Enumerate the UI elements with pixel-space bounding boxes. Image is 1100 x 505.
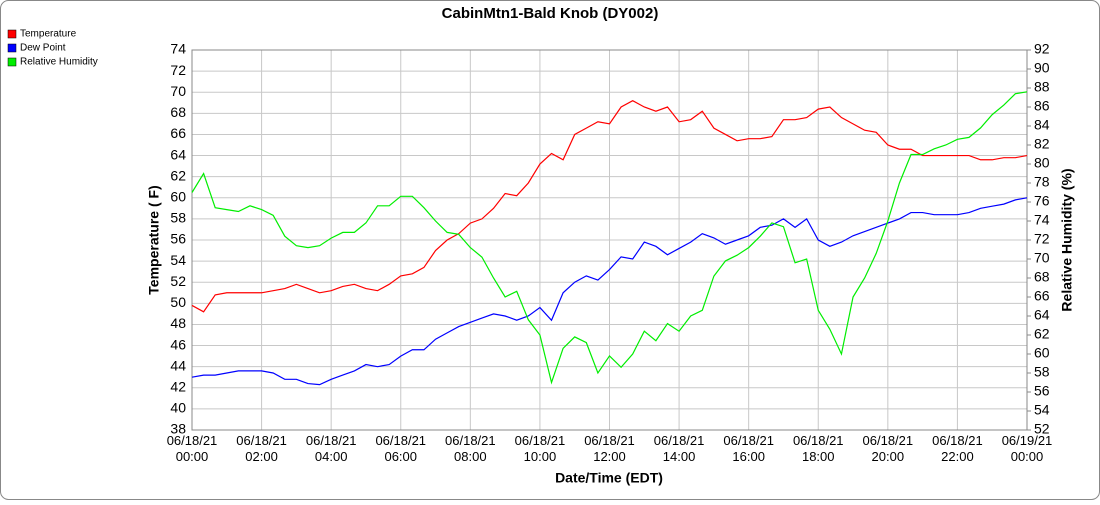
y2-tick-label: 62 [1034, 326, 1050, 342]
y2-tick-label: 90 [1034, 60, 1050, 76]
legend-label: Dew Point [20, 43, 66, 54]
y-axis-label: Temperature ( F) [146, 185, 162, 294]
x-tick-label: 06/18/21 00:00 [167, 433, 218, 464]
x-tick-label: 06/18/21 20:00 [863, 433, 914, 464]
y-tick-label: 64 [170, 146, 186, 162]
chart-title: CabinMtn1-Bald Knob (DY002) [442, 5, 659, 22]
x-tick-label: 06/18/21 04:00 [306, 433, 357, 464]
y2-tick-label: 76 [1034, 193, 1050, 209]
y2-tick-label: 88 [1034, 79, 1050, 95]
y-tick-label: 46 [170, 336, 186, 352]
y2-tick-label: 66 [1034, 288, 1050, 304]
y2-axis-label: Relative Humidity (%) [1059, 168, 1075, 311]
y2-tick-label: 78 [1034, 174, 1050, 190]
y2-tick-label: 56 [1034, 383, 1050, 399]
y2-tick-label: 64 [1034, 307, 1050, 323]
plot-border [191, 49, 1028, 431]
y2-tick-label: 80 [1034, 155, 1050, 171]
x-tick-label: 06/18/21 08:00 [445, 433, 496, 464]
legend-label: Temperature [20, 29, 77, 40]
y2-tick-label: 70 [1034, 250, 1050, 266]
y2-tick-label: 60 [1034, 345, 1050, 361]
y2-tick-label: 68 [1034, 269, 1050, 285]
series-line [191, 91, 1028, 385]
x-tick-label: 06/18/21 18:00 [793, 433, 844, 464]
legend-swatch [7, 43, 17, 53]
x-tick-label: 06/19/21 00:00 [1002, 433, 1053, 464]
y-tick-label: 38 [170, 421, 186, 437]
y2-tick-label: 84 [1034, 117, 1050, 133]
y2-tick-label: 58 [1034, 364, 1050, 380]
y-tick-label: 60 [170, 188, 186, 204]
legend-label: Relative Humidity [20, 57, 98, 68]
x-tick-label: 06/18/21 10:00 [515, 433, 566, 464]
x-tick-label: 06/18/21 12:00 [584, 433, 635, 464]
y2-tick-label: 86 [1034, 98, 1050, 114]
y-tick-label: 42 [170, 378, 186, 394]
y-tick-label: 54 [170, 252, 186, 268]
y2-tick-label: 72 [1034, 231, 1050, 247]
y2-tick-label: 74 [1034, 212, 1050, 228]
y-tick-label: 74 [170, 41, 186, 57]
y-tick-label: 58 [170, 210, 186, 226]
x-tick-label: 06/18/21 02:00 [236, 433, 287, 464]
legend-swatch [7, 57, 17, 67]
series-line [191, 197, 1028, 386]
series-line [191, 99, 1028, 313]
y-tick-label: 72 [170, 62, 186, 78]
y-tick-label: 68 [170, 104, 186, 120]
y-tick-label: 52 [170, 273, 186, 289]
y-tick-label: 40 [170, 400, 186, 416]
x-tick-label: 06/18/21 06:00 [375, 433, 426, 464]
y2-tick-label: 82 [1034, 136, 1050, 152]
y-tick-label: 70 [170, 83, 186, 99]
y-tick-label: 44 [170, 357, 186, 373]
y2-tick-label: 54 [1034, 402, 1050, 418]
x-axis-label: Date/Time (EDT) [555, 470, 663, 486]
y-tick-label: 66 [170, 125, 186, 141]
y-tick-label: 62 [170, 167, 186, 183]
y-tick-label: 48 [170, 315, 186, 331]
y2-tick-label: 92 [1034, 41, 1050, 57]
x-tick-label: 06/18/21 14:00 [654, 433, 705, 464]
y-tick-label: 50 [170, 294, 186, 310]
x-tick-label: 06/18/21 22:00 [932, 433, 983, 464]
x-tick-label: 06/18/21 16:00 [723, 433, 774, 464]
y2-tick-label: 52 [1034, 421, 1050, 437]
legend-swatch [7, 29, 17, 39]
y-tick-label: 56 [170, 231, 186, 247]
